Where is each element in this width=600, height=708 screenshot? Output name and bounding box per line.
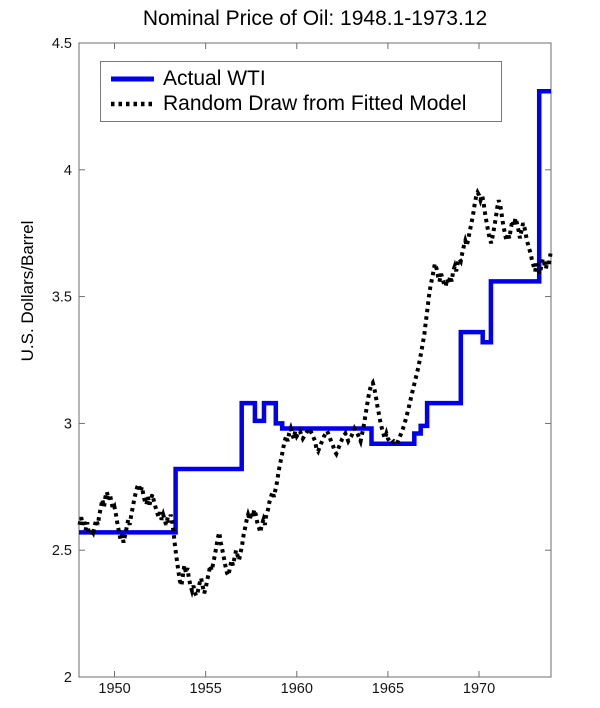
y-tick-label: 3: [64, 416, 72, 432]
legend: Actual WTI Random Draw from Fitted Model: [100, 61, 502, 122]
actual-wti-line: [79, 88, 551, 535]
chart-title: Nominal Price of Oil: 1948.1-1973.12: [142, 7, 488, 30]
dotted-line-sample-icon: [111, 101, 154, 106]
y-tick-label: 4.5: [52, 36, 72, 52]
legend-entry-random-draw: Random Draw from Fitted Model: [110, 92, 497, 116]
axes-box: [78, 42, 552, 678]
x-tick-label: 1960: [281, 681, 313, 697]
x-tick-label: 1955: [190, 681, 222, 697]
x-tick-label: 1950: [98, 681, 130, 697]
y-tick-label: 4: [64, 163, 72, 179]
legend-label-actual-wti: Actual WTI: [163, 67, 266, 91]
y-tick-label: 2: [64, 670, 72, 686]
legend-entry-actual-wti: Actual WTI: [110, 67, 497, 91]
y-tick-label: 2.5: [52, 543, 72, 559]
y-tick-label: 3.5: [52, 290, 72, 306]
random-draw-model-line: [77, 187, 553, 601]
legend-label-random-draw: Random Draw from Fitted Model: [163, 91, 467, 115]
solid-line-sample-icon: [111, 76, 154, 82]
x-tick-label: 1965: [372, 681, 404, 697]
x-tick-label: 1970: [463, 681, 495, 697]
